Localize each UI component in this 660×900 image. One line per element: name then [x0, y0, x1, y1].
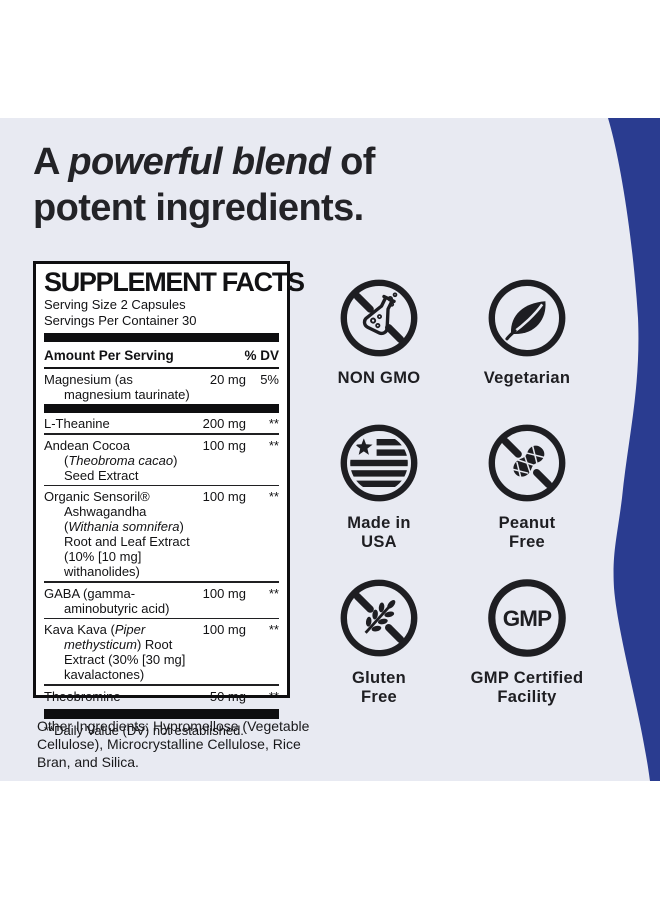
no-wheat-icon: [340, 579, 418, 657]
facts-row: Magnesium (as magnesium taurinate) 20 mg 5…: [44, 369, 279, 404]
badge-label: Made in USA: [347, 514, 411, 551]
ingredient-dv: **: [268, 585, 279, 601]
badge-non-gmo: NON GMO: [338, 278, 421, 388]
blue-wave-decoration: [608, 118, 660, 781]
facts-row: L-Theanine 200 mg **: [44, 413, 279, 433]
ingredient-dv: **: [268, 489, 279, 504]
gmp-seal-icon: GMP: [488, 579, 566, 657]
serving-size: Serving Size 2 Capsules: [44, 297, 186, 312]
badge-label: Vegetarian: [483, 369, 571, 387]
ingredient-name: Andean Cocoa (Theobroma cacao) Seed Extr…: [44, 437, 178, 483]
non-gmo-flask-icon: [340, 279, 418, 357]
divider-thin: [44, 484, 279, 486]
divider-thick: [44, 708, 279, 719]
ingredient-name: Theobromine: [44, 688, 121, 704]
ingredient-amount: 200 mg: [202, 416, 246, 431]
ingredient-amount: 100 mg: [202, 622, 246, 637]
badge-label: GMP Certified Facility: [470, 669, 584, 706]
ingredient-dv: **: [268, 688, 279, 704]
servings-per-container: Servings Per Container 30: [44, 313, 197, 328]
certification-badges: NON GMO Vegetarian: [313, 278, 609, 707]
divider-thin: [44, 617, 279, 619]
ingredient-amount: 100 mg: [202, 489, 246, 504]
ingredient-dv: **: [268, 437, 279, 453]
ingredient-amount: 20 mg: [209, 372, 246, 387]
vegetarian-leaf-icon: [488, 279, 566, 357]
divider-thin: [44, 433, 279, 435]
other-ingredients: Other Ingredients: Hypromellose (Vegetab…: [37, 718, 310, 770]
headline-line1: A powerful blend of: [33, 141, 375, 183]
ingredient-amount: 100 mg: [202, 437, 246, 453]
usa-flag-icon: [340, 424, 418, 502]
facts-row: Andean Cocoa (Theobroma cacao) Seed Extr…: [44, 435, 279, 485]
facts-row: GABA (gamma-aminobutyric acid) 100 mg **: [44, 583, 279, 618]
facts-rows: Magnesium (as magnesium taurinate) 20 mg 5…: [44, 369, 279, 706]
divider-thick: [44, 404, 279, 413]
facts-row: Organic Sensoril® Ashwagandha (Withania …: [44, 486, 279, 581]
badge-label: Gluten Free: [351, 669, 407, 706]
divider-thick: [44, 333, 279, 342]
dv-header: % DV: [244, 348, 279, 363]
divider-thin: [44, 367, 279, 369]
dv-footnote: **Daily Value (DV) not established.: [44, 722, 244, 738]
badge-peanut-free: Peanut Free: [487, 423, 567, 552]
ingredient-name: L-Theanine: [44, 416, 110, 431]
ingredient-dv: **: [268, 622, 279, 637]
facts-row: Theobromine 50 mg **: [44, 686, 279, 706]
svg-text:GMP: GMP: [503, 606, 552, 631]
ingredient-name: Kava Kava (Piper methysticum) Root Extra…: [44, 622, 186, 682]
ingredient-name: GABA (gamma-aminobutyric acid): [44, 585, 170, 616]
badge-gmp-certified: GMP GMP Certified Facility: [471, 578, 584, 707]
ingredient-name: Magnesium (as magnesium taurinate): [44, 372, 190, 402]
headline: A powerful blend of potent ingredients.: [33, 139, 375, 231]
amount-per-serving-header: Amount Per Serving: [44, 348, 174, 363]
supplement-facts-panel: SUPPLEMENT FACTS Serving Size 2 Capsules…: [33, 261, 305, 738]
ingredient-dv: 5%: [260, 372, 279, 387]
badge-label: Peanut Free: [498, 514, 556, 551]
ingredient-amount: 100 mg: [202, 585, 246, 601]
ingredient-dv: **: [268, 416, 279, 431]
divider-thin: [44, 581, 279, 583]
badge-made-in-usa: Made in USA: [339, 423, 419, 552]
ingredient-name: Organic Sensoril® Ashwagandha (Withania …: [44, 489, 190, 579]
headline-emphasis: powerful blend: [68, 141, 331, 183]
badge-gluten-free: Gluten Free: [339, 578, 419, 707]
headline-line2: potent ingredients.: [33, 187, 364, 229]
panel-title: SUPPLEMENT FACTS: [44, 267, 305, 297]
no-peanut-icon: [488, 424, 566, 502]
column-headers: Amount Per Serving % DV: [44, 345, 279, 367]
divider-thin: [44, 684, 279, 686]
ingredient-amount: 50 mg: [209, 688, 246, 704]
badge-vegetarian: Vegetarian: [484, 278, 570, 388]
badge-label: NON GMO: [337, 369, 421, 387]
facts-row: Kava Kava (Piper methysticum) Root Extra…: [44, 619, 279, 684]
